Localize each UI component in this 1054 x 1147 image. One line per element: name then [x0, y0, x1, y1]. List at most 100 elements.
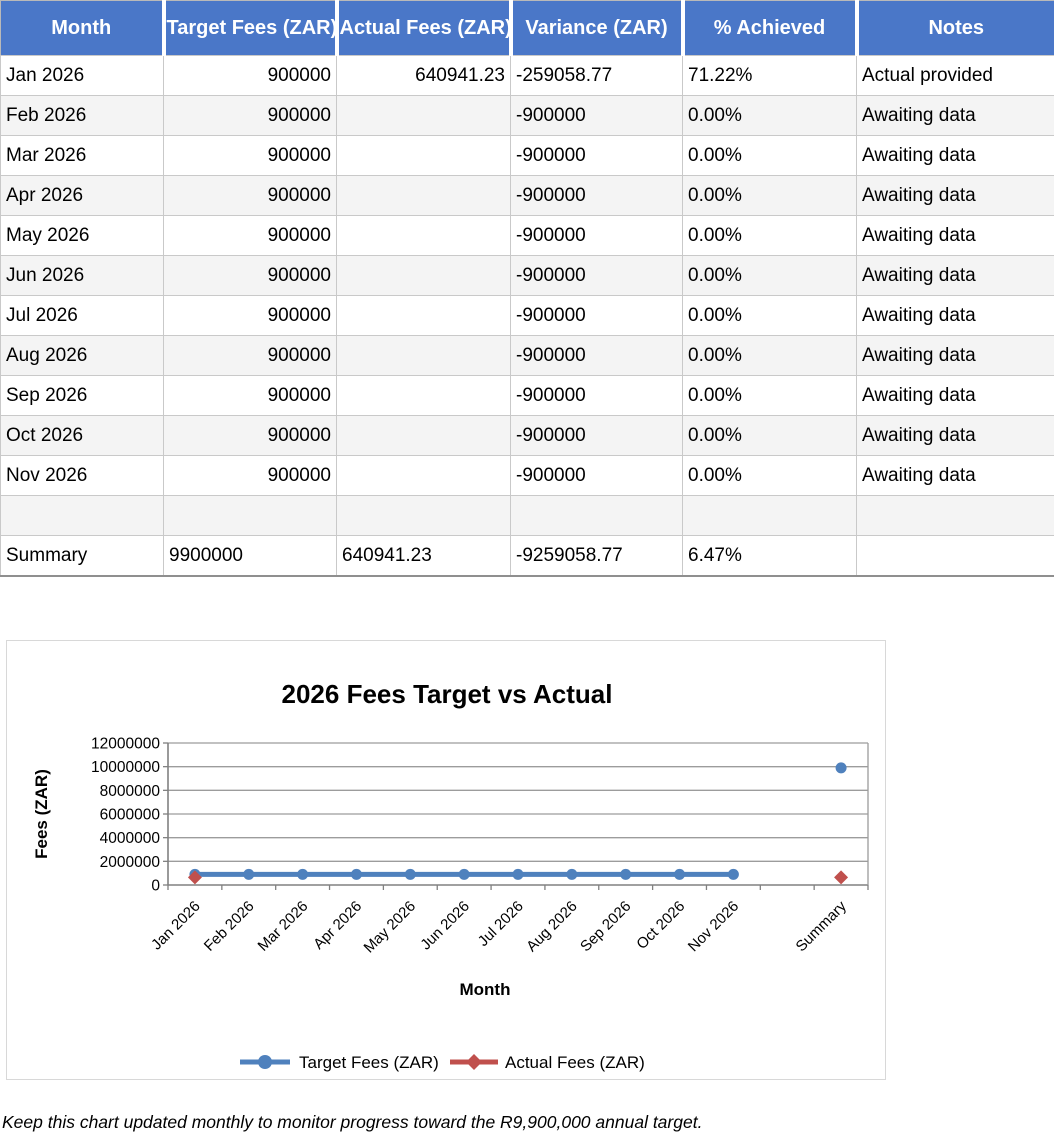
table-cell: -900000	[510, 375, 683, 416]
table-cell: 0.00%	[682, 95, 857, 136]
table-cell: Feb 2026	[0, 95, 164, 136]
x-tick-label: Feb 2026	[201, 898, 258, 955]
table-cell	[336, 95, 511, 136]
table-cell: Awaiting data	[856, 415, 1054, 456]
data-point-target	[620, 868, 632, 880]
data-point-target	[512, 868, 524, 880]
header-cell: % Achieved	[680, 0, 857, 56]
table-cell: Apr 2026	[0, 175, 164, 216]
x-tick-label: Oct 2026	[633, 898, 688, 953]
data-point-target	[404, 868, 416, 880]
table-cell	[510, 495, 683, 536]
y-tick-label: 10000000	[91, 759, 160, 776]
footnote: Keep this chart updated monthly to monit…	[2, 1112, 703, 1132]
table-cell: 900000	[163, 255, 337, 296]
fees-table: Month Target Fees (ZAR) Actual Fees (ZAR) V…	[0, 0, 1054, 577]
data-point-target	[566, 868, 578, 880]
table-cell: 0.00%	[682, 215, 857, 256]
x-tick-label: Mar 2026	[255, 898, 312, 955]
fees-chart: 2026 Fees Target vs Actual 0 2000000 400000…	[32, 679, 869, 1072]
table-row: Oct 2026 900000 -900000 0.00% Awaiting data	[0, 415, 1054, 456]
legend-actual-marker	[466, 1054, 482, 1070]
table-cell: -900000	[510, 215, 683, 256]
table-cell: 6.47%	[682, 535, 857, 577]
table-row: Nov 2026 900000 -900000 0.00% Awaiting data	[0, 455, 1054, 496]
table-cell	[336, 175, 511, 216]
header-cell: Month	[0, 0, 164, 56]
table-row: May 2026 900000 -900000 0.00% Awaiting data	[0, 215, 1054, 256]
table-row: Mar 2026 900000 -900000 0.00% Awaiting data	[0, 135, 1054, 176]
table-cell	[336, 335, 511, 376]
table-row: Sep 2026 900000 -900000 0.00% Awaiting data	[0, 375, 1054, 416]
table-cell: Awaiting data	[856, 175, 1054, 216]
table-cell: 900000	[163, 135, 337, 176]
table-cell: Nov 2026	[0, 455, 164, 496]
table-cell: 0.00%	[682, 135, 857, 176]
table-cell: -259058.77	[510, 55, 683, 96]
y-tick-label: 8000000	[100, 783, 161, 800]
y-tick-label: 0	[151, 878, 160, 895]
x-tick-label: Jul 2026	[475, 898, 527, 950]
x-tick-label: Jun 2026	[417, 898, 473, 954]
table-row: Summary 9900000 640941.23 -9259058.77 6.47%	[0, 535, 1054, 577]
table-cell: Sep 2026	[0, 375, 164, 416]
table-cell: 640941.23	[336, 55, 511, 96]
x-tick-label: May 2026	[361, 898, 420, 957]
x-tick-label: Nov 2026	[685, 898, 742, 955]
table-cell	[336, 135, 511, 176]
table-cell	[336, 415, 511, 456]
table-cell: 0.00%	[682, 415, 857, 456]
table-row: Jan 2026 900000 640941.23 -259058.77 71.22% A…	[0, 55, 1054, 96]
data-point-target	[458, 868, 470, 880]
y-axis-title: Fees (ZAR)	[32, 769, 51, 859]
table-cell: Actual provided	[856, 55, 1054, 96]
table-cell: Oct 2026	[0, 415, 164, 456]
table-cell: 900000	[163, 95, 337, 136]
table-cell: 0.00%	[682, 295, 857, 336]
table-cell: Awaiting data	[856, 215, 1054, 256]
table-row: Jul 2026 900000 -900000 0.00% Awaiting data	[0, 295, 1054, 336]
table-cell: 900000	[163, 375, 337, 416]
table-cell: -900000	[510, 335, 683, 376]
table-cell: -900000	[510, 135, 683, 176]
data-point-actual	[834, 870, 849, 885]
table-cell: 900000	[163, 215, 337, 256]
table-cell: Awaiting data	[856, 375, 1054, 416]
x-axis-title: Month	[460, 980, 511, 999]
table-row	[0, 495, 1054, 536]
table-cell	[856, 535, 1054, 577]
table-cell: 900000	[163, 55, 337, 96]
table-cell: Awaiting data	[856, 135, 1054, 176]
legend-actual-label: Actual Fees (ZAR)	[505, 1053, 645, 1072]
header-cell: Target Fees (ZAR)	[161, 0, 337, 56]
data-point-target	[297, 868, 309, 880]
data-point-target	[727, 868, 739, 880]
y-tick-label: 4000000	[100, 830, 161, 847]
table-cell: Summary	[0, 535, 164, 577]
table-cell: 900000	[163, 415, 337, 456]
table-cell: Awaiting data	[856, 95, 1054, 136]
table-cell: -900000	[510, 95, 683, 136]
table-cell: 900000	[163, 455, 337, 496]
table-cell: 71.22%	[682, 55, 857, 96]
table-cell: 0.00%	[682, 455, 857, 496]
table-row: Apr 2026 900000 -900000 0.00% Awaiting data	[0, 175, 1054, 216]
x-tick-label: Sep 2026	[577, 898, 634, 955]
table-cell: 0.00%	[682, 175, 857, 216]
table-cell	[336, 495, 511, 536]
header-cell: Variance (ZAR)	[508, 0, 683, 56]
legend-target-label: Target Fees (ZAR)	[299, 1053, 439, 1072]
table-cell: Awaiting data	[856, 255, 1054, 296]
table-cell	[0, 495, 164, 536]
table-cell: Aug 2026	[0, 335, 164, 376]
data-point-target	[350, 868, 362, 880]
x-tick-label: Summary	[792, 897, 850, 955]
chart-title: 2026 Fees Target vs Actual	[282, 679, 613, 709]
y-tick-label: 12000000	[91, 736, 160, 753]
data-point-target	[243, 868, 255, 880]
table-row: Jun 2026 900000 -900000 0.00% Awaiting data	[0, 255, 1054, 296]
chart-container: 2026 Fees Target vs Actual 0 2000000 400000…	[6, 640, 886, 1080]
table-cell: May 2026	[0, 215, 164, 256]
x-tick-label: Apr 2026	[310, 898, 365, 953]
table-cell	[336, 215, 511, 256]
